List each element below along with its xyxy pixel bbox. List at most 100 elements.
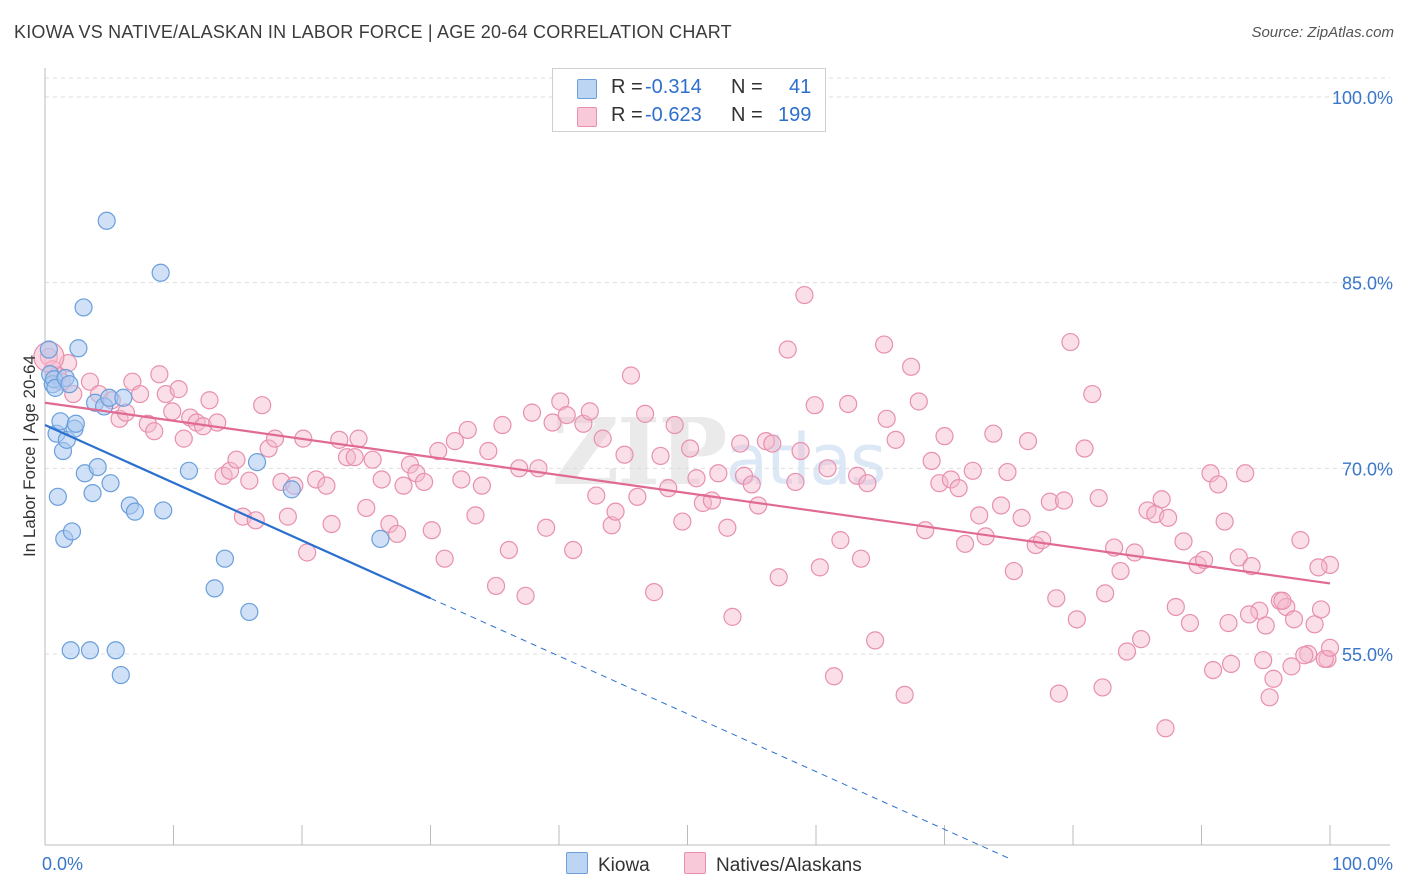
kiowa-legend-label: Kiowa <box>598 855 650 876</box>
native-point <box>621 366 641 385</box>
native-point <box>200 391 219 410</box>
native-point <box>580 402 599 421</box>
native-point <box>240 471 259 490</box>
y-tick-label: 70.0% <box>1342 459 1393 479</box>
kiowa-point <box>282 480 301 499</box>
native-point <box>138 414 157 433</box>
native-point <box>422 521 441 540</box>
native-point <box>278 507 297 526</box>
native-point <box>466 506 485 525</box>
native-point <box>1132 630 1151 649</box>
native-point <box>769 568 788 587</box>
native-point <box>220 461 240 480</box>
native-point <box>380 514 399 534</box>
native-point <box>265 429 285 448</box>
native-point <box>851 549 871 568</box>
native-point <box>742 475 761 494</box>
native-point <box>1264 669 1283 688</box>
native-point <box>984 424 1003 443</box>
native-point <box>174 429 193 448</box>
native-point <box>628 487 647 506</box>
native-point <box>163 402 182 421</box>
kiowa-point <box>114 388 133 407</box>
native-point <box>493 415 512 435</box>
native-point <box>1229 548 1248 567</box>
native-point <box>791 441 810 461</box>
trend-lines <box>44 401 1331 859</box>
native-point <box>1111 561 1130 581</box>
native-point <box>564 540 583 560</box>
kiowa-point <box>240 602 259 622</box>
native-point <box>848 466 867 485</box>
native-point <box>805 396 824 415</box>
native-point <box>150 365 169 384</box>
native-point <box>472 476 491 495</box>
native-point <box>1320 638 1340 657</box>
native-point <box>345 448 364 467</box>
native-point <box>543 413 562 432</box>
native-point <box>349 429 368 448</box>
kiowa-trend-extension <box>430 597 1009 859</box>
native-point <box>665 415 684 435</box>
native-point <box>1047 589 1066 608</box>
native-point <box>1096 584 1115 603</box>
native-point <box>357 498 376 518</box>
legend-row-kiowa: R = -0.314 N = 41 <box>553 73 825 101</box>
axis-labels: 55.0% 70.0% 85.0% 100.0% 0.0% 100.0% In Labor … <box>20 88 1393 874</box>
grid-lines <box>45 77 1390 655</box>
native-point <box>723 607 742 626</box>
native-point <box>1174 532 1193 551</box>
native-point <box>557 406 576 425</box>
native-point <box>1040 492 1059 511</box>
legend-n-label: N = <box>731 104 763 126</box>
native-point <box>1156 719 1175 738</box>
kiowa-point <box>151 263 170 282</box>
native-point <box>1311 600 1331 619</box>
native-point <box>963 461 982 480</box>
native-point <box>659 479 678 498</box>
native-point <box>1221 654 1241 674</box>
native-point <box>394 476 413 495</box>
y-axis-title: In Labor Force | Age 20-64 <box>20 355 39 557</box>
kiowa-point <box>88 457 107 477</box>
kiowa-points <box>39 211 390 685</box>
native-point <box>1242 557 1261 576</box>
kiowa-point <box>101 474 120 493</box>
native-point <box>414 472 434 492</box>
kiowa-swatch <box>577 79 597 99</box>
native-point <box>702 491 722 510</box>
bottom-legend-natives: Natives/Alaskans <box>684 852 862 877</box>
kiowa-point <box>39 340 58 359</box>
native-point <box>435 549 454 568</box>
native-point <box>322 514 341 534</box>
native-point <box>831 531 850 550</box>
natives-legend-swatch <box>684 852 706 874</box>
native-point <box>970 506 989 525</box>
native-point <box>709 464 728 483</box>
kiowa-point <box>61 641 80 660</box>
native-point <box>1219 613 1238 633</box>
kiowa-point <box>74 298 93 317</box>
native-point <box>1291 531 1310 550</box>
native-point <box>922 451 941 471</box>
native-point <box>1256 616 1275 635</box>
native-point <box>866 631 885 650</box>
native-point <box>1054 491 1074 510</box>
native-point <box>1254 651 1273 670</box>
x-tick-label: 0.0% <box>42 854 83 874</box>
native-point <box>1152 490 1171 509</box>
native-point <box>1315 649 1334 669</box>
legend-r-label: R = <box>611 76 643 98</box>
native-point <box>1239 605 1259 624</box>
native-point <box>1282 657 1301 676</box>
native-point <box>1075 439 1094 458</box>
natives-legend-label: Natives/Alaskans <box>716 855 862 876</box>
kiowa-point <box>69 339 88 358</box>
native-point <box>916 521 935 540</box>
native-point <box>1089 488 1108 508</box>
native-point <box>1061 332 1080 352</box>
kiowa-point <box>66 414 85 433</box>
native-point <box>895 685 914 704</box>
native-point <box>1125 543 1144 562</box>
native-point <box>80 372 100 391</box>
